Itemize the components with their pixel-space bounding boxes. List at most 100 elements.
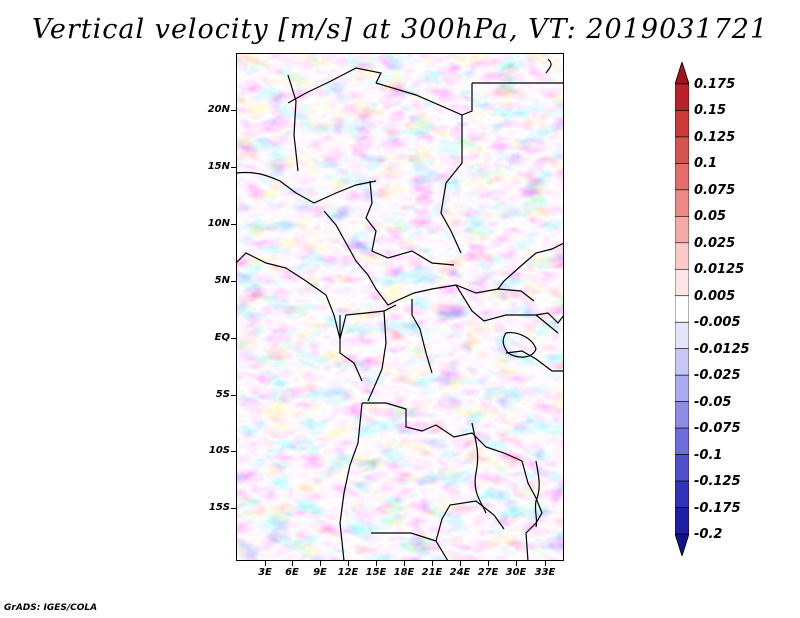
lat-label: 15N — [207, 161, 230, 172]
border-chad-sudan — [375, 82, 463, 254]
map-frame — [236, 53, 564, 561]
lat-tick — [231, 110, 236, 111]
border-angola-namibia — [371, 532, 449, 561]
colorbar-label: -0.2 — [694, 527, 723, 542]
colorbar-swatch — [675, 268, 689, 297]
border-angola-drc-zambia — [362, 402, 523, 462]
colorbar-label: 0.075 — [694, 182, 736, 198]
border-ssudan-ethiopia — [497, 242, 564, 290]
lat-label: 15S — [208, 502, 230, 513]
lon-label: 21E — [421, 567, 443, 578]
colorbar-label: 0.15 — [694, 103, 727, 119]
lat-label: 10S — [208, 445, 230, 456]
colorbar-label: 0.025 — [694, 235, 736, 251]
colorbar-swatch — [675, 507, 689, 535]
lon-tick — [404, 561, 405, 566]
border-tanzania-north — [505, 350, 564, 372]
colorbar-label: -0.025 — [694, 368, 741, 384]
lon-label: 9E — [313, 567, 327, 578]
colorbar-label: -0.075 — [694, 421, 741, 437]
lon-label: 27E — [477, 567, 499, 578]
lon-tick — [516, 561, 517, 566]
border-egypt-sudan — [461, 83, 473, 116]
colorbar-label: 0.175 — [694, 77, 736, 92]
colorbar-label: -0.05 — [694, 394, 732, 410]
colorbar-label: 0.125 — [694, 129, 736, 145]
lon-tick — [320, 561, 321, 566]
border-malawi-mozambique — [521, 460, 543, 561]
map-title: Vertical velocity [m/s] at 300hPa, VT: 2… — [31, 14, 769, 45]
lon-tick — [292, 561, 293, 566]
lon-tick — [348, 561, 349, 566]
coastline-nile-delta — [545, 58, 552, 74]
colorbar-swatch — [675, 83, 689, 111]
colorbar-label: -0.125 — [694, 474, 741, 490]
lat-tick — [231, 451, 236, 452]
colorbar-label: -0.0125 — [694, 341, 750, 357]
border-libya-chad-north — [287, 67, 382, 104]
border-gabon-congo — [339, 315, 363, 382]
lat-tick — [231, 224, 236, 225]
border-car-drc-river — [411, 299, 433, 374]
colorbar-swatch — [675, 136, 689, 164]
lake-victoria — [502, 332, 537, 358]
lon-tick — [432, 561, 433, 566]
colorbar-swatch — [675, 295, 689, 323]
coastline-gulf-guinea — [236, 252, 327, 296]
lat-tick — [231, 167, 236, 168]
lon-label: 12E — [337, 567, 359, 578]
lake-malawi — [534, 460, 540, 528]
colorbar-swatch — [675, 454, 689, 482]
lat-label: 20N — [207, 104, 230, 115]
colorbar-label: 0.005 — [694, 288, 736, 304]
lon-tick — [545, 561, 546, 566]
colorbar-label: -0.1 — [694, 447, 723, 463]
lon-tick — [460, 561, 461, 566]
border-congo-drc — [367, 310, 387, 402]
lat-tick — [231, 395, 236, 396]
lon-label: 18E — [393, 567, 415, 578]
lon-tick — [265, 561, 266, 566]
colorbar-swatch — [675, 110, 689, 138]
lat-label: 10N — [207, 218, 230, 229]
lat-tick — [231, 508, 236, 509]
border-niger-nigeria — [236, 171, 377, 204]
colorbar-label: 0.0125 — [694, 262, 745, 278]
lat-tick — [231, 281, 236, 282]
border-cameroon-car-sudan — [323, 210, 535, 306]
lon-label: 6E — [285, 567, 299, 578]
colorbar-label: -0.175 — [694, 500, 741, 516]
lon-label: 33E — [534, 567, 556, 578]
border-chad-car — [365, 180, 455, 266]
colorbar-swatch — [675, 348, 689, 376]
field-detail-layer — [236, 53, 564, 561]
border-algeria-niger — [287, 74, 299, 172]
lat-label: 5N — [214, 275, 230, 286]
colorbar — [675, 62, 689, 556]
colorbar-label: 0.1 — [694, 156, 718, 172]
lon-label: 24E — [449, 567, 471, 578]
lon-label: 30E — [505, 567, 527, 578]
lat-tick — [231, 338, 236, 339]
lat-label: 5S — [215, 389, 230, 400]
colorbar-label: -0.005 — [694, 315, 741, 331]
border-zambia-zimbabwe — [435, 500, 505, 542]
border-ssudan-drc-uganda — [455, 284, 559, 334]
lon-label: 15E — [365, 567, 387, 578]
colorbar-swatch — [675, 163, 689, 191]
colorbar-swatch — [675, 321, 689, 350]
lon-tick — [376, 561, 377, 566]
lon-label: 3E — [258, 567, 272, 578]
velocity-field-svg — [236, 53, 564, 561]
vertical-velocity-field — [236, 53, 564, 561]
border-uganda-kenya — [535, 312, 564, 324]
colorbar-swatch — [675, 401, 689, 429]
lake-tanganyika — [471, 422, 487, 514]
lon-tick — [488, 561, 489, 566]
colorbar-swatch — [675, 480, 689, 508]
grads-credit: GrADS: IGES/COLA — [4, 603, 98, 613]
colorbar-label: 0.05 — [694, 209, 727, 225]
colorbar-swatch — [675, 216, 689, 244]
coastline-angola — [339, 402, 363, 561]
colorbar-swatch — [675, 374, 689, 402]
